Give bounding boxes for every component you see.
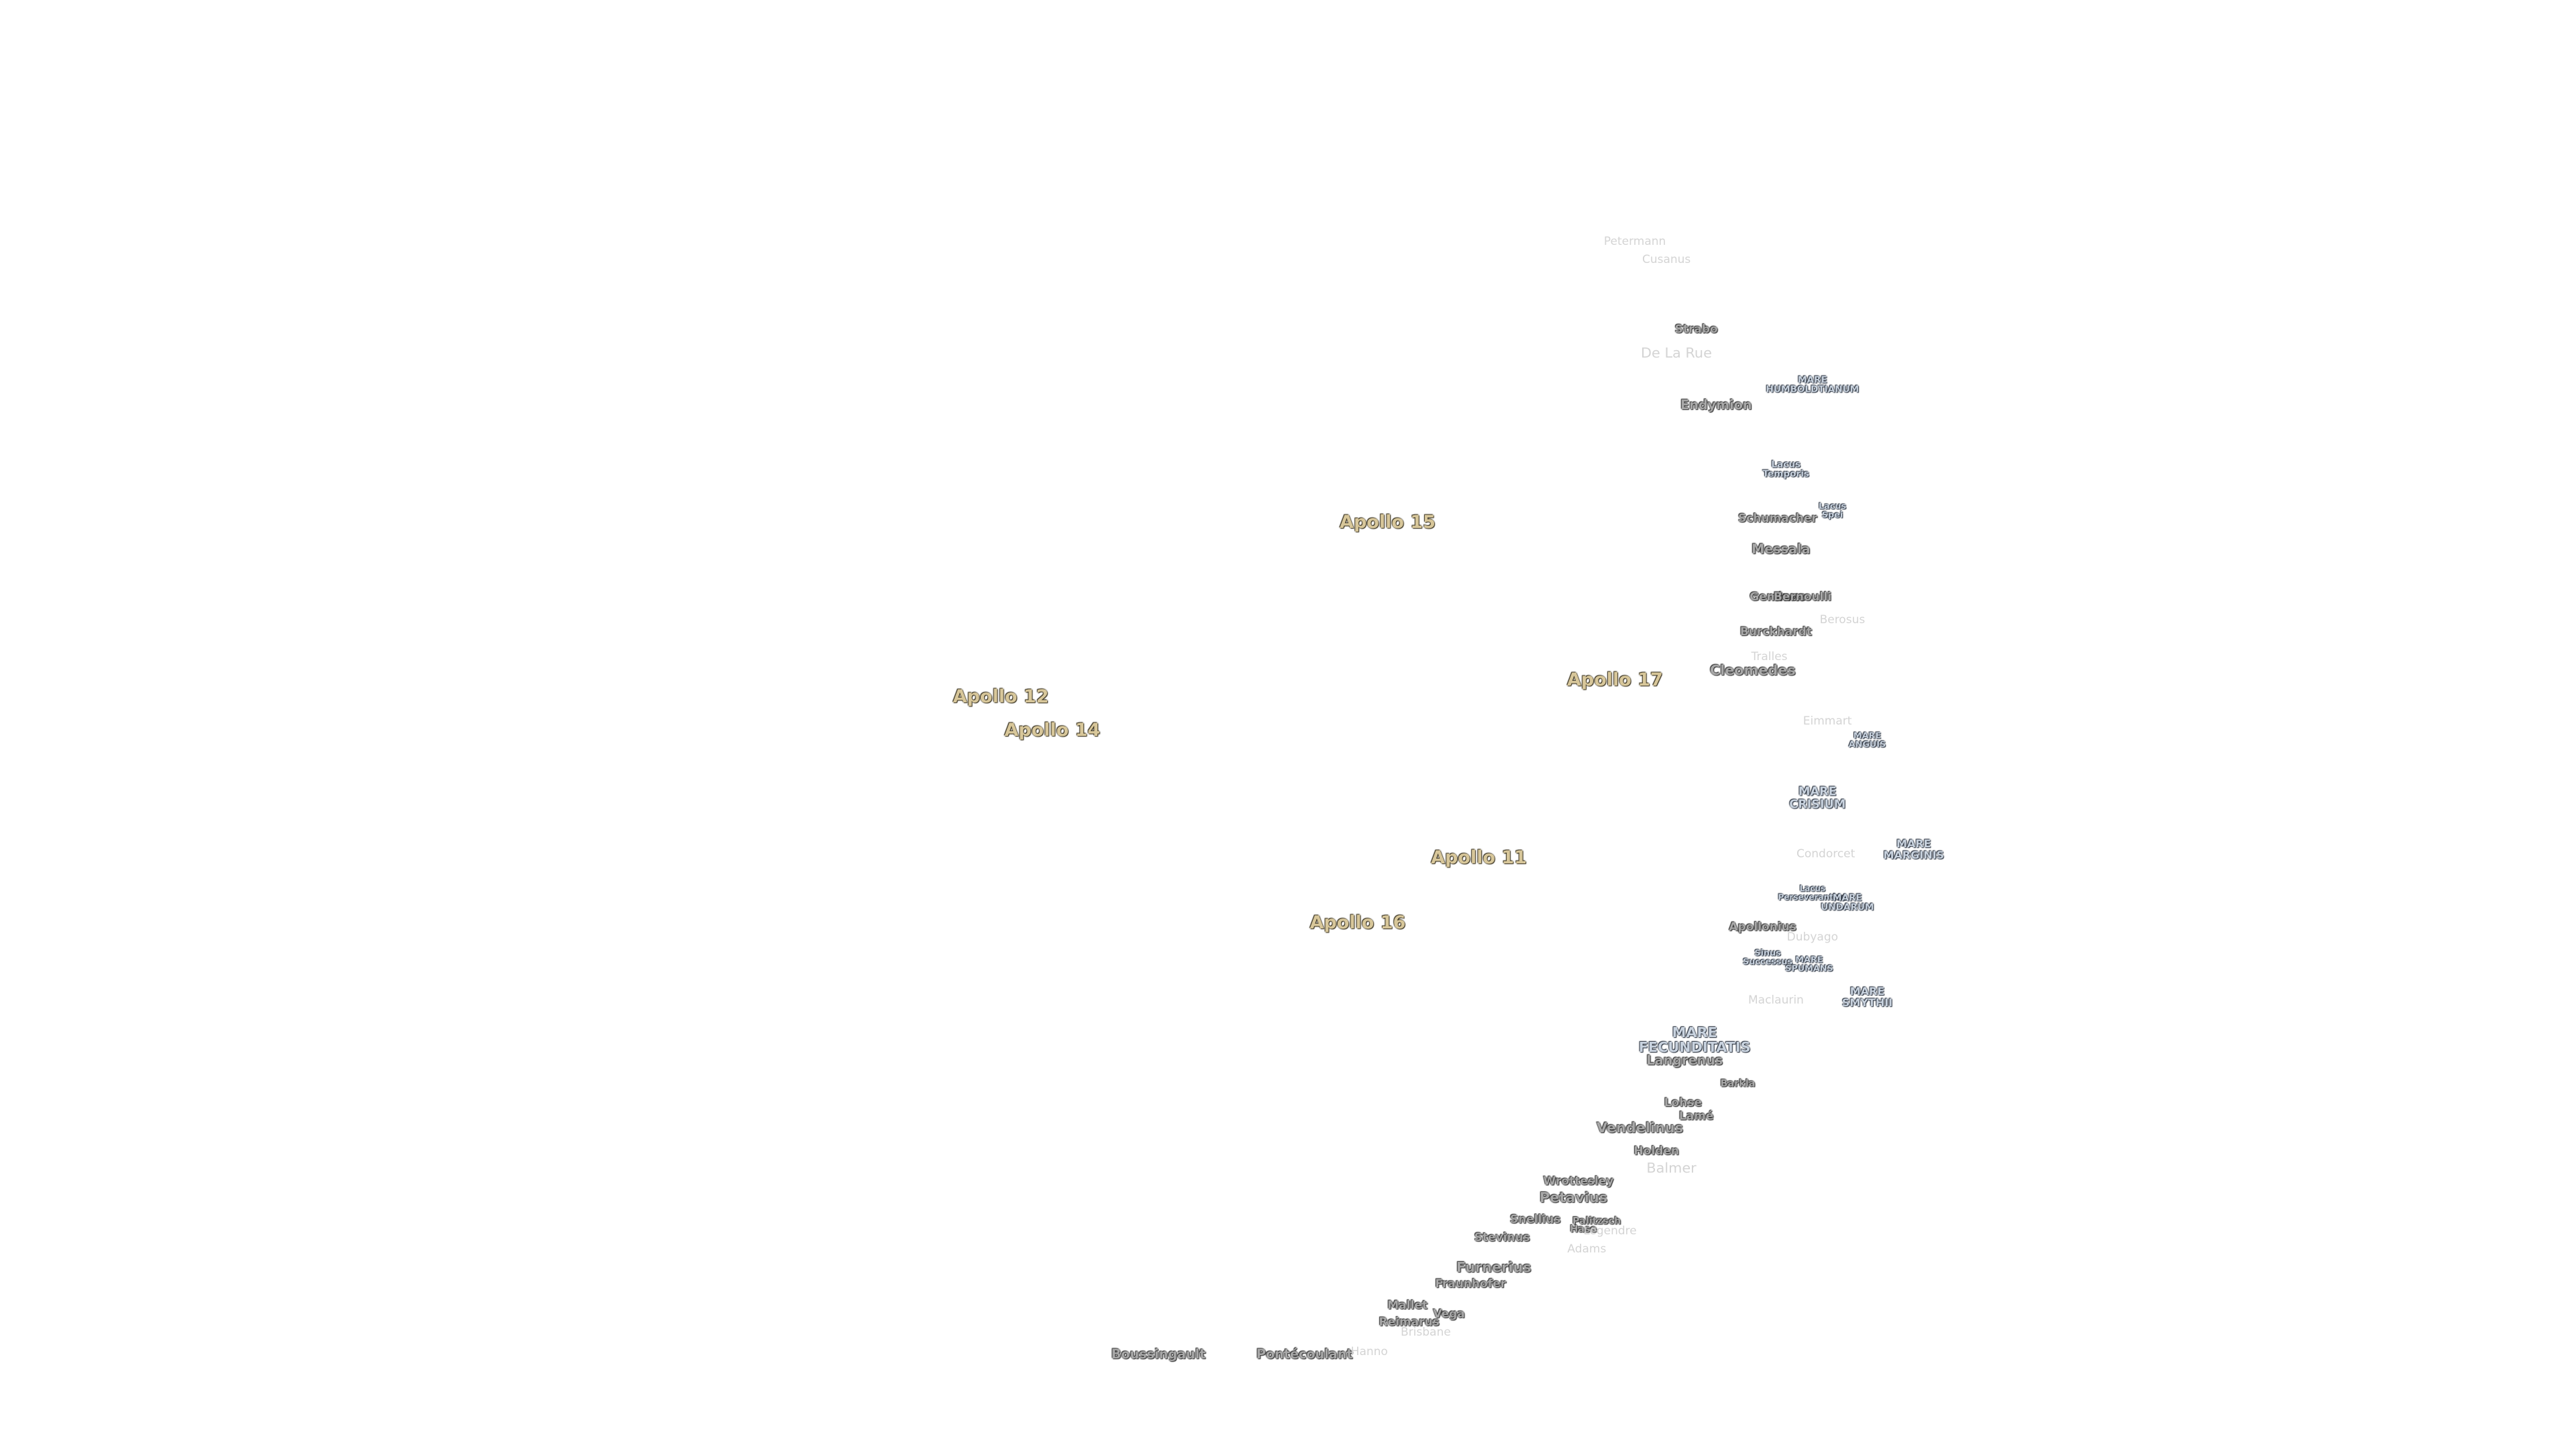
crater-label: Stevinus [1474,1230,1530,1244]
apollo-site-label: Apollo 17 [1567,669,1663,691]
crater-label: Lohse [1664,1096,1702,1110]
faint-crater-label: Balmer [1646,1159,1697,1176]
crater-label: Schumacher [1737,512,1817,526]
crater-label: Barkla [1720,1078,1756,1089]
maria-label: MARE CRISIUM [1789,785,1846,812]
crater-label: Wrottesley [1543,1174,1614,1188]
faint-crater-label: Petermann [1603,235,1666,249]
maria-label: Lacus Temporis [1762,459,1809,480]
faint-crater-label: Adams [1567,1242,1607,1256]
crater-label: Palitzsch [1572,1216,1621,1227]
maria-label: MARE SPUMANS [1785,955,1833,974]
maria-label: MARE ANGUIS [1848,731,1886,750]
crater-label: Geminus [1750,590,1806,604]
apollo-site-label: Apollo 12 [953,686,1049,707]
crater-label: Petavius [1539,1189,1608,1206]
crater-label: Bernoulli [1773,590,1832,604]
maria-label: MARE UNDARUM [1821,892,1874,913]
crater-label: Boussingault [1111,1346,1206,1362]
apollo-site-label: Apollo 14 [1004,719,1101,741]
apollo-site-label: Apollo 15 [1340,512,1436,533]
faint-crater-label: Legendre [1583,1224,1637,1238]
crater-label: Hase [1570,1224,1597,1235]
faint-crater-label: Maclaurin [1748,994,1804,1008]
faint-crater-label: Condorcet [1796,847,1856,861]
faint-crater-label: Dubyago [1786,930,1839,945]
crater-label: Vendelinus [1596,1120,1684,1136]
crater-label: Lamé [1678,1110,1714,1124]
maria-label: Lacus Spei [1818,501,1847,521]
crater-label: Pontécoulant [1256,1346,1353,1362]
faint-crater-label: De La Rue [1641,345,1712,362]
crater-label: Endymion [1680,396,1752,413]
apollo-site-label: Apollo 16 [1309,912,1406,933]
crater-label: Holden [1633,1144,1680,1159]
faint-crater-label: Berosus [1819,613,1866,627]
crater-label: Furnerius [1456,1259,1532,1276]
crater-label: Burckhardt [1739,625,1812,639]
faint-crater-label: Hanno [1350,1345,1388,1359]
maria-label: Lacus Perseverantiae [1778,883,1847,902]
crater-label: Snellius [1509,1212,1561,1226]
maria-label: MARE FECUNDITATIS [1638,1024,1751,1056]
crater-label: Fraunhofer [1435,1277,1506,1291]
crater-label: Vega [1433,1307,1465,1321]
crater-label: Apollonius [1729,920,1796,934]
maria-label: MARE MARGINIS [1883,837,1945,861]
faint-crater-label: Tralles [1751,649,1788,663]
crater-label: Strabo [1674,323,1718,337]
crater-label: Reimarus [1379,1316,1440,1330]
crater-label: Messala [1752,541,1811,557]
maria-label: MARE HUMBOLDTIANUM [1766,374,1860,396]
faint-crater-label: Eimmart [1803,714,1852,729]
faint-crater-label: Brisbane [1401,1325,1451,1339]
apollo-site-label: Apollo 11 [1431,847,1527,868]
maria-label: MARE SMYTHII [1841,985,1893,1009]
faint-crater-label: Cusanus [1642,253,1691,267]
crater-label: Langrenus [1646,1052,1723,1068]
crater-label: Cleomedes [1709,661,1796,678]
maria-label: Sinus Successus [1742,948,1793,967]
crater-label: Mallet [1387,1299,1428,1313]
